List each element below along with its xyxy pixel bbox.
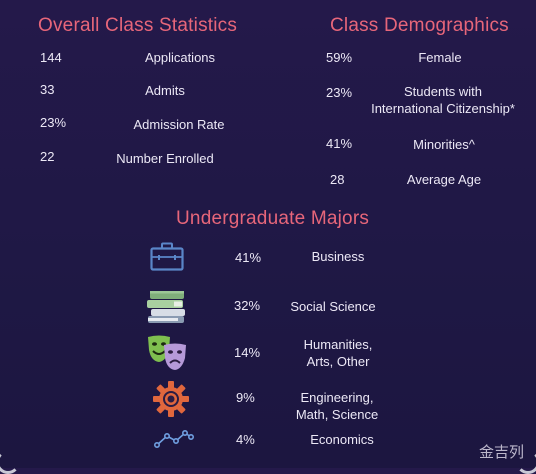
briefcase-icon — [150, 242, 184, 271]
major-label-humanities-line2: Arts, Other — [306, 354, 370, 369]
watermark-logo: 金吉列 — [478, 444, 524, 461]
theater-masks-icon — [148, 335, 186, 370]
major-label-humanities-line1: Humanities, — [303, 337, 373, 352]
major-value-social-science: 32% — [234, 298, 261, 313]
line-graph-icon — [154, 429, 194, 448]
gear-icon — [153, 381, 189, 417]
major-value-humanities: 14% — [234, 345, 261, 360]
demo-value-female: 59% — [326, 50, 353, 65]
demo-label-average-age: Average Age — [406, 172, 482, 187]
demographics-title: Class Demographics — [330, 15, 509, 36]
major-label-engineering-line2: Math, Science — [295, 407, 379, 422]
demo-label-female: Female — [418, 50, 462, 65]
demo-label-minorities: Minorities^ — [413, 137, 475, 152]
major-value-engineering: 9% — [236, 390, 255, 405]
overall-value-applications: 144 — [40, 50, 62, 65]
demo-label-international-line1: Students with — [403, 84, 483, 99]
overall-value-enrolled: 22 — [40, 149, 55, 164]
demo-value-minorities: 41% — [326, 136, 353, 151]
major-label-engineering-line1: Engineering, — [300, 390, 374, 405]
overall-stats-title: Overall Class Statistics — [38, 15, 238, 36]
demo-label-international: Students with International Citizenship* — [360, 83, 526, 117]
major-value-business: 41% — [235, 250, 262, 265]
major-value-economics: 4% — [236, 432, 255, 447]
overall-label-applications: Applications — [144, 50, 216, 65]
overall-value-admission-rate: 23% — [40, 115, 67, 130]
corner-decoration-left — [0, 450, 20, 474]
demo-label-international-line2: International Citizenship* — [371, 101, 515, 116]
demo-value-international: 23% — [326, 85, 353, 100]
major-label-economics: Economics — [310, 432, 374, 447]
major-label-social-science: Social Science — [290, 299, 376, 314]
overall-label-enrolled: Number Enrolled — [116, 151, 214, 166]
major-label-business: Business — [311, 249, 365, 264]
majors-title: Undergraduate Majors — [176, 208, 370, 229]
overall-label-admits: Admits — [145, 83, 185, 98]
overall-value-admits: 33 — [40, 82, 55, 97]
major-label-engineering: Engineering, Math, Science — [286, 389, 388, 423]
major-label-humanities: Humanities, Arts, Other — [290, 336, 386, 370]
overall-label-admission-rate: Admission Rate — [133, 117, 225, 132]
books-icon — [147, 291, 185, 323]
demo-value-average-age: 28 — [330, 172, 345, 187]
